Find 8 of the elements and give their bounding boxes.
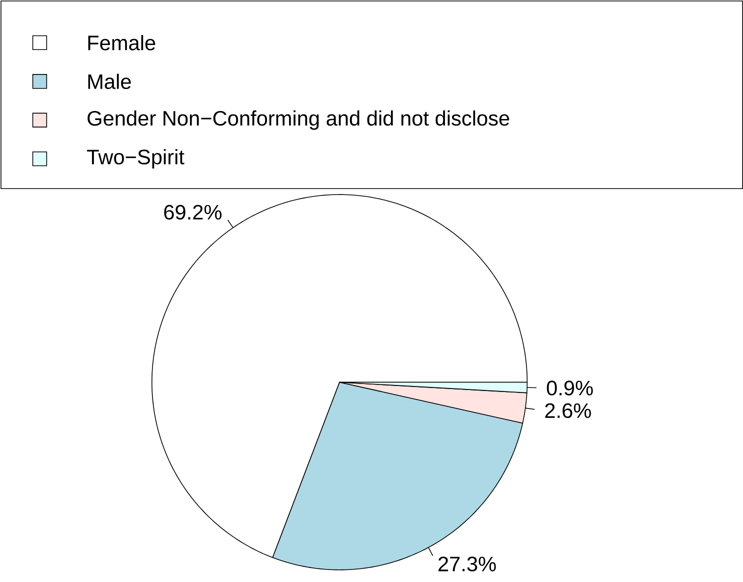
data-label: 27.3% — [438, 556, 496, 572]
legend-label: Gender Non−Conforming and did not disclose — [88, 110, 510, 130]
legend-label: Male — [88, 74, 131, 90]
legend-label: Two−Spirit — [87, 149, 184, 169]
data-label: 0.9% — [546, 380, 593, 396]
data-label: 2.6% — [545, 403, 591, 418]
legend-label: Female — [88, 35, 156, 50]
data-label: 69.2% — [164, 204, 222, 220]
